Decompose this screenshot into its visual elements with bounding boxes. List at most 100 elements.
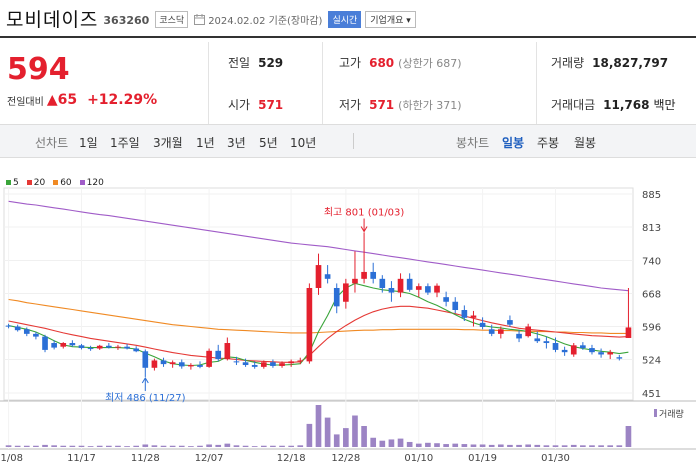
volume-bar	[361, 426, 367, 447]
upper-limit: (상한가 687)	[398, 57, 462, 70]
volume-label: 거래량	[659, 408, 684, 420]
candle-body	[160, 360, 167, 365]
volume-bar	[279, 445, 285, 447]
tab-10y[interactable]: 10년	[290, 136, 317, 150]
volume-bar	[488, 444, 495, 447]
candle-body	[251, 365, 258, 367]
volume-bar	[333, 434, 340, 447]
tab-1y[interactable]: 1년	[196, 136, 215, 150]
candle-body	[188, 365, 194, 367]
volume-bar	[188, 446, 194, 447]
tab-3y[interactable]: 3년	[227, 136, 246, 150]
stat-open: 시가 571	[228, 96, 283, 113]
divider	[353, 133, 354, 149]
candle-body	[60, 343, 67, 347]
chart-period-tabs: 선차트 1일 1주일 3개월 1년 3년 5년 10년 봉차트 일봉 주봉 월봉	[0, 124, 696, 158]
volume-bar	[151, 445, 158, 447]
candle-body	[233, 361, 240, 363]
line-chart-title: 선차트	[35, 136, 69, 150]
price-chart[interactable]: 885 813 740 668 596 524 451 11/08 11/17 11/28 12/0…	[0, 185, 696, 473]
candle-body	[23, 329, 30, 334]
stock-header: 모비데이즈 363260 코스닥 2024.02.02 기준(장마감) 실시간 …	[0, 0, 696, 36]
tab-monthly[interactable]: 월봉	[574, 136, 597, 150]
candle-body	[69, 343, 76, 346]
candle-body	[352, 278, 358, 284]
candle-body	[14, 326, 21, 331]
ma20-line	[8, 305, 629, 363]
stat-amount: 거래대금 11,768 백만	[551, 96, 676, 113]
x-tick-label: 12/28	[331, 453, 360, 464]
volume-bar	[96, 445, 103, 447]
candle-body	[279, 363, 285, 366]
volume-bar	[589, 445, 595, 447]
volume-bar	[60, 445, 67, 447]
stat-label: 시가	[228, 98, 251, 112]
volume-bar	[33, 445, 39, 447]
tab-weekly[interactable]: 주봉	[537, 136, 560, 150]
divider	[208, 42, 209, 124]
stat-label: 전일	[228, 56, 251, 70]
x-tick-label: 11/28	[131, 453, 160, 464]
ma5-line	[8, 282, 629, 367]
amount-unit: 백만	[653, 98, 676, 112]
candle-body	[406, 278, 413, 290]
price-change: 전일대비 ▲ 65 +12.29%	[7, 92, 157, 108]
volume-bar	[106, 445, 112, 447]
volume-bar	[178, 445, 185, 447]
volume-bar	[388, 439, 395, 447]
change-label: 전일대비	[7, 96, 44, 108]
stock-code: 363260	[103, 13, 150, 27]
volume-bar	[87, 446, 94, 447]
candle-body	[461, 310, 468, 318]
volume-bar	[78, 445, 85, 447]
candle-body	[488, 329, 495, 334]
volume-bar	[470, 444, 477, 447]
volume-bar	[607, 445, 614, 447]
tab-5y[interactable]: 5년	[259, 136, 278, 150]
volume-bar	[625, 426, 632, 447]
candle-body	[51, 343, 57, 348]
candle-body	[242, 362, 249, 366]
up-arrow-icon: ▲	[46, 92, 58, 108]
volume-bar	[233, 445, 240, 447]
stat-high: 고가 680 (상한가 687)	[339, 54, 462, 71]
candle-body	[452, 301, 459, 311]
candle-body	[5, 325, 12, 327]
y-tick-label: 885	[642, 190, 661, 201]
candle-body	[288, 361, 294, 364]
volume-bar	[415, 443, 422, 447]
candle-body	[315, 265, 322, 288]
divider	[536, 42, 537, 124]
volume-bar	[497, 444, 504, 447]
y-tick-label: 524	[642, 356, 661, 367]
candle-body	[297, 360, 304, 362]
candle-body	[270, 362, 276, 366]
candle-body	[178, 362, 185, 367]
volume-bar	[115, 445, 121, 447]
legend-swatch	[26, 180, 32, 185]
candle-body	[206, 350, 212, 367]
candle-body	[470, 315, 477, 318]
legend-ma120: 120	[79, 178, 104, 188]
candle-body	[169, 362, 176, 365]
candle-body	[570, 345, 577, 355]
calendar-icon	[194, 10, 206, 29]
realtime-button[interactable]: 실시간	[328, 11, 362, 28]
stat-value: 11,768	[603, 98, 650, 112]
volume-bar	[169, 445, 176, 447]
legend-label: 5	[13, 178, 19, 188]
stat-low: 저가 571 (하한가 371)	[339, 96, 462, 113]
tab-1w[interactable]: 1주일	[110, 136, 140, 150]
volume-bar	[570, 444, 577, 447]
volume-bar	[306, 423, 313, 447]
tab-daily[interactable]: 일봉	[502, 136, 525, 150]
tab-3m[interactable]: 3개월	[153, 136, 183, 150]
tab-1d[interactable]: 1일	[79, 136, 98, 150]
company-overview-dropdown[interactable]: 기업개요 ▾	[365, 11, 416, 28]
base-date: 2024.02.02 기준(장마감)	[208, 16, 323, 27]
candle-body	[425, 286, 431, 293]
candle-body	[124, 346, 130, 349]
volume-bar	[397, 438, 404, 447]
volume-bar	[434, 443, 440, 447]
candle-body	[589, 348, 595, 353]
